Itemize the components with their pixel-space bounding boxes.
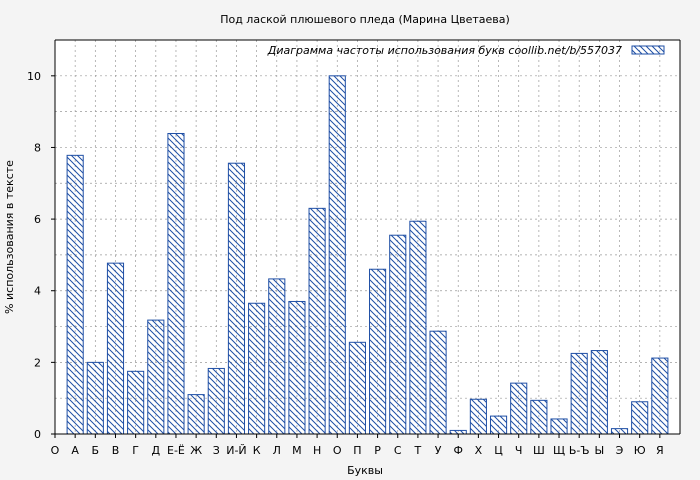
x-tick-label: Ч: [515, 444, 523, 457]
y-tick-label: 10: [27, 70, 41, 83]
bar-Ф: [449, 429, 467, 435]
y-tick-label: 6: [34, 213, 41, 226]
y-tick-label: 2: [34, 356, 41, 369]
bar-Х: [469, 398, 487, 435]
bar-Р: [369, 268, 387, 435]
x-tick-label: И-Й: [226, 444, 246, 457]
bar-Б: [86, 361, 104, 435]
x-tick-label: К: [253, 444, 261, 457]
bar-Л: [268, 278, 286, 435]
y-tick-label: 0: [34, 428, 41, 441]
legend: Диаграмма частоты использования букв coo…: [267, 44, 665, 57]
x-tick-label: Щ: [553, 444, 565, 457]
x-tick-label: Б: [92, 444, 100, 457]
x-tick-label: Е-Ё: [167, 444, 185, 457]
y-tick-label: 4: [34, 285, 41, 298]
x-tick-label: М: [292, 444, 302, 457]
x-tick-label: Ь-Ъ: [569, 444, 590, 457]
y-tick-label: 8: [34, 141, 41, 154]
y-axis-label: % использования в тексте: [3, 160, 16, 314]
x-tick-label: Г: [132, 444, 139, 457]
x-tick-label: А: [71, 444, 79, 457]
x-tick-labels: О А Б В Г Д Е-Ё Ж З И-Й К Л М Н О П Р С Т У Ф Х Ц Ч Ш Щ Ь-Ъ Ы Э Ю Я: [51, 444, 664, 457]
bar-П: [348, 341, 366, 435]
bar-Ь-Ъ: [570, 352, 588, 435]
x-tick-label: Т: [414, 444, 422, 457]
bar-Ж: [187, 394, 205, 435]
bar-Ч: [510, 382, 528, 435]
x-tick-label: Ю: [634, 444, 646, 457]
x-tick-label: Ф: [453, 444, 462, 457]
legend-swatch: [631, 45, 665, 55]
bar-З: [207, 367, 225, 435]
bar-О: [328, 75, 346, 435]
x-tick-label: О: [51, 444, 60, 457]
x-tick-label: Ж: [190, 444, 202, 457]
x-tick-label: В: [112, 444, 120, 457]
x-tick-label: О: [333, 444, 342, 457]
bar-Н: [308, 207, 326, 435]
x-tick-label: П: [353, 444, 361, 457]
chart-title: Под лаской плюшевого пледа (Марина Цвета…: [220, 13, 510, 26]
x-tick-label: З: [213, 444, 220, 457]
x-tick-label: Ы: [594, 444, 604, 457]
bar-Э: [610, 428, 629, 435]
bar-М: [288, 300, 306, 435]
bar-Е-Ё: [167, 132, 185, 435]
x-tick-label: Л: [273, 444, 281, 457]
x-tick-label: Э: [616, 444, 624, 457]
bar-Щ: [550, 418, 568, 435]
bars: [66, 75, 669, 435]
bar-У: [429, 330, 447, 435]
bar-К: [248, 302, 266, 435]
bar-Г: [127, 370, 145, 435]
bar-Ш: [530, 399, 548, 435]
x-tick-label: Х: [475, 444, 483, 457]
bar-А: [66, 154, 84, 435]
bar-В: [106, 262, 125, 435]
x-tick-label: У: [435, 444, 442, 457]
x-tick-label: Ц: [494, 444, 503, 457]
legend-label: Диаграмма частоты использования букв coo…: [267, 44, 622, 57]
x-tick-label: Н: [313, 444, 321, 457]
bar-Ц: [489, 415, 508, 435]
bar-Я: [651, 357, 669, 435]
bar-С: [389, 234, 407, 435]
bar-Т: [409, 220, 427, 435]
x-tick-label: С: [394, 444, 402, 457]
x-tick-label: Ш: [533, 444, 545, 457]
bar-И-Й: [227, 162, 246, 435]
axes: [51, 39, 681, 438]
bar-Ю: [631, 401, 649, 435]
bar-Д: [147, 319, 165, 435]
y-tick-labels: 0 2 4 6 8 10: [27, 70, 41, 441]
x-axis-label: Буквы: [347, 464, 383, 477]
x-tick-label: Р: [374, 444, 381, 457]
x-tick-label: Я: [656, 444, 664, 457]
bar-Ы: [590, 350, 608, 435]
x-tick-label: Д: [152, 444, 161, 457]
